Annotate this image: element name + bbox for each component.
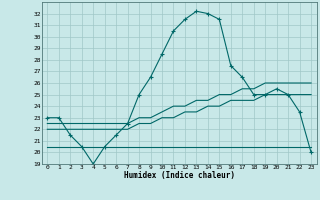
X-axis label: Humidex (Indice chaleur): Humidex (Indice chaleur)	[124, 171, 235, 180]
